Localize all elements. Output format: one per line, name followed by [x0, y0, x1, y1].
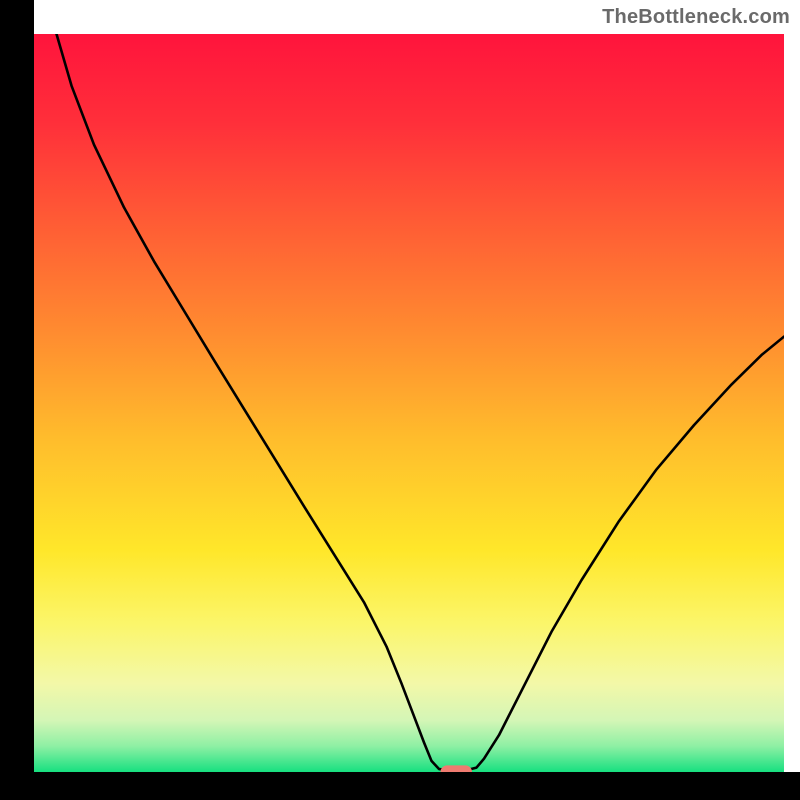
chart-stage: TheBottleneck.com: [0, 0, 800, 800]
bottleneck-curve-chart: [0, 0, 800, 800]
frame-bottom: [0, 772, 800, 800]
frame-left: [0, 0, 34, 800]
plot-background: [34, 34, 784, 772]
